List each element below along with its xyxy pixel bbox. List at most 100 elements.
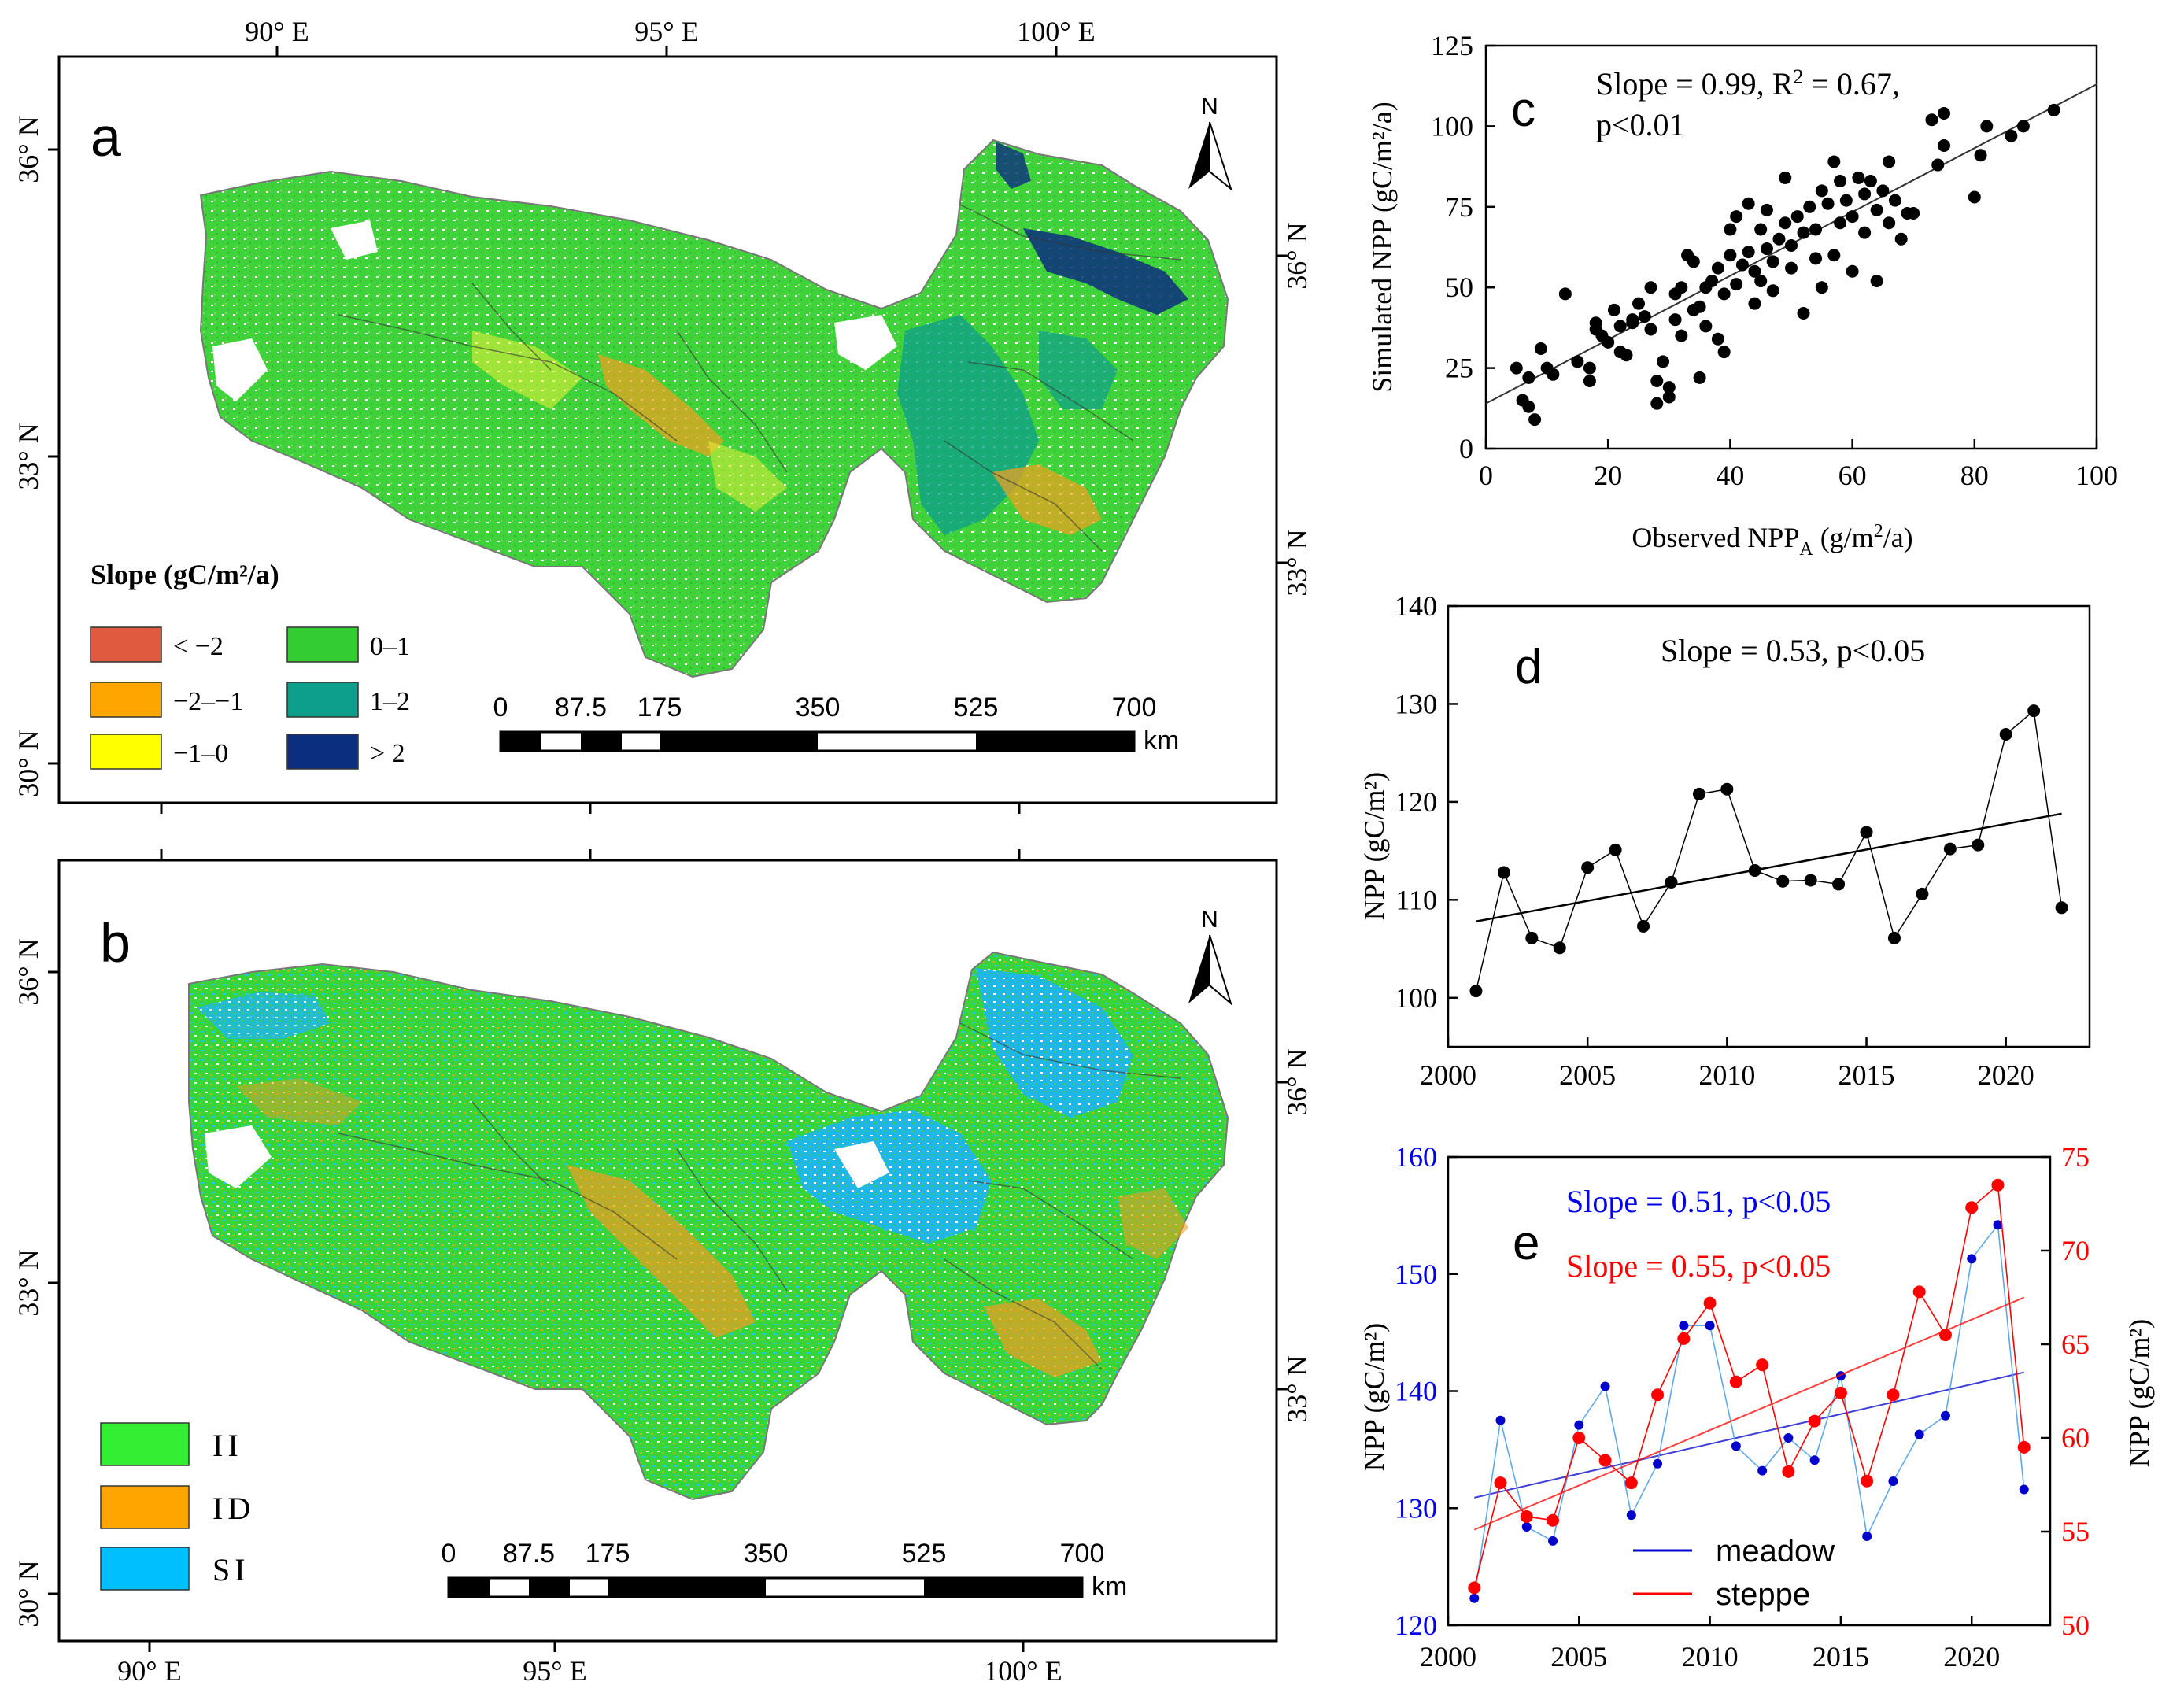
scatter-point [1644, 281, 1657, 294]
data-point [1665, 875, 1678, 889]
y-tick-label-right: 50 [2061, 1609, 2090, 1641]
y-tick-label: 25 [1445, 353, 1473, 384]
scale-tick: 525 [954, 693, 999, 722]
scatter-point [1730, 278, 1743, 291]
scatter-point [1894, 232, 1908, 246]
scatter-point [1742, 246, 1755, 259]
scatter-point [1602, 335, 1615, 349]
scatter-point [1632, 297, 1645, 310]
data-point-steppe [2017, 1440, 2031, 1454]
y-axis-label-d: NPP (gC/m²) [1358, 772, 1390, 921]
scatter-point [1883, 155, 1896, 168]
map-b-lat-label: 36° N [13, 938, 44, 1005]
scatter-point [1797, 306, 1810, 320]
series-line-meadow [1473, 1223, 2025, 1598]
scatter-point [1888, 194, 1901, 207]
y-tick-label: 120 [1395, 786, 1437, 818]
data-point [1525, 931, 1539, 944]
map-a-orange-patch [598, 354, 724, 456]
data-point-meadow [2019, 1484, 2029, 1495]
map-a-lat-label-right: 36° N [1281, 222, 1313, 289]
data-point-steppe [1729, 1375, 1742, 1388]
scatter-point [1821, 197, 1835, 210]
scatter-point [1711, 261, 1724, 275]
map-a-white-gap [212, 338, 268, 401]
data-point-steppe [1547, 1513, 1560, 1527]
x-tick-label: 80 [1960, 460, 1989, 491]
data-point-steppe [1572, 1432, 1586, 1444]
annotation-c-p: p<0.01 [1596, 107, 1685, 142]
legend-label: 0–1 [370, 632, 410, 661]
scatter-point [1870, 203, 1883, 216]
data-point-steppe [1520, 1510, 1533, 1523]
data-point [1776, 874, 1790, 888]
legend-swatch [286, 626, 359, 663]
data-point-meadow [1626, 1510, 1636, 1521]
scatter-point [1785, 261, 1798, 275]
y-tick-label-left: 160 [1395, 1141, 1437, 1173]
map-b-lat-label-right: 36° N [1281, 1048, 1313, 1115]
data-point-steppe [1624, 1476, 1638, 1490]
data-point-steppe [1494, 1476, 1507, 1490]
scatter-point [1907, 206, 1920, 220]
scatter-point [1613, 320, 1627, 333]
scatter-point [1785, 238, 1798, 252]
data-point [1943, 842, 1957, 856]
x-tick-label: 2000 [1420, 1641, 1476, 1672]
x-tick-label: 2015 [1813, 1641, 1869, 1672]
scatter-point [1974, 149, 1987, 162]
scatter-point [1675, 329, 1688, 342]
scatter-point [1772, 232, 1786, 246]
x-tick-label: 2020 [1978, 1059, 2034, 1091]
legend-swatch [100, 1422, 190, 1466]
scatter-point [1760, 242, 1773, 256]
scatter-point [1938, 139, 1950, 152]
scatter-point [1583, 374, 1596, 387]
scatter-point [1724, 249, 1737, 262]
data-point-meadow [1809, 1455, 1820, 1465]
scatter-point [1834, 175, 1847, 188]
data-point [1748, 864, 1761, 877]
scatter-point [1620, 349, 1633, 362]
scatter-point [1583, 361, 1596, 375]
scatter-point [1858, 187, 1872, 201]
scatter-point [1754, 275, 1768, 288]
scatter-point [1675, 281, 1688, 294]
data-point-steppe [1756, 1358, 1769, 1372]
data-point-meadow [1757, 1465, 1768, 1476]
scatter-point [2005, 129, 2018, 142]
data-point-meadow [1862, 1531, 1872, 1541]
y-tick-label-left: 150 [1395, 1258, 1437, 1290]
scale-bar-b: 0 87.5 175 350 525 700 km [442, 1539, 1128, 1602]
y-tick-label: 100 [1395, 982, 1437, 1014]
series-line-steppe [1473, 1184, 2025, 1588]
scatter-point [1650, 397, 1664, 410]
y-tick-label: 0 [1459, 433, 1473, 464]
scatter-point [1650, 374, 1664, 387]
scatter-point [1852, 171, 1865, 184]
data-point-meadow [1495, 1415, 1506, 1425]
legend-swatch [90, 682, 162, 718]
map-a-white-gap [331, 220, 378, 260]
scale-tick: 700 [1060, 1539, 1105, 1569]
data-point-meadow [1783, 1433, 1794, 1443]
panel-e-dual-line: 2000 2005 2010 2015 2020 120 130 140 150 160 50 55 6… [1358, 1141, 2155, 1672]
legend-label: −2–−1 [173, 687, 243, 716]
data-point-meadow [1993, 1220, 2003, 1230]
legend-a: < −2 −2–−1 −1–0 0–1 1–2 > 2 [90, 626, 410, 770]
x-tick-label: 100 [2075, 460, 2118, 491]
x-tick-label: 40 [1716, 460, 1744, 491]
data-point [1887, 931, 1901, 944]
map-b-lon-label: 100° E [984, 1655, 1062, 1687]
map-b-white-gap [834, 1141, 889, 1188]
scatter-point [1883, 216, 1896, 230]
map-b-cyan-patch [787, 1110, 992, 1244]
map-b-lon-label: 90° E [117, 1655, 181, 1687]
map-a-lat-label-right: 33° N [1281, 529, 1313, 596]
north-arrow-icon: N [1188, 94, 1232, 191]
legend-label: II [212, 1428, 243, 1463]
map-a-blue-patch [996, 142, 1031, 189]
x-tick-label: 2010 [1682, 1641, 1739, 1672]
scatter-point [1522, 400, 1535, 413]
scatter-point [1699, 320, 1713, 333]
